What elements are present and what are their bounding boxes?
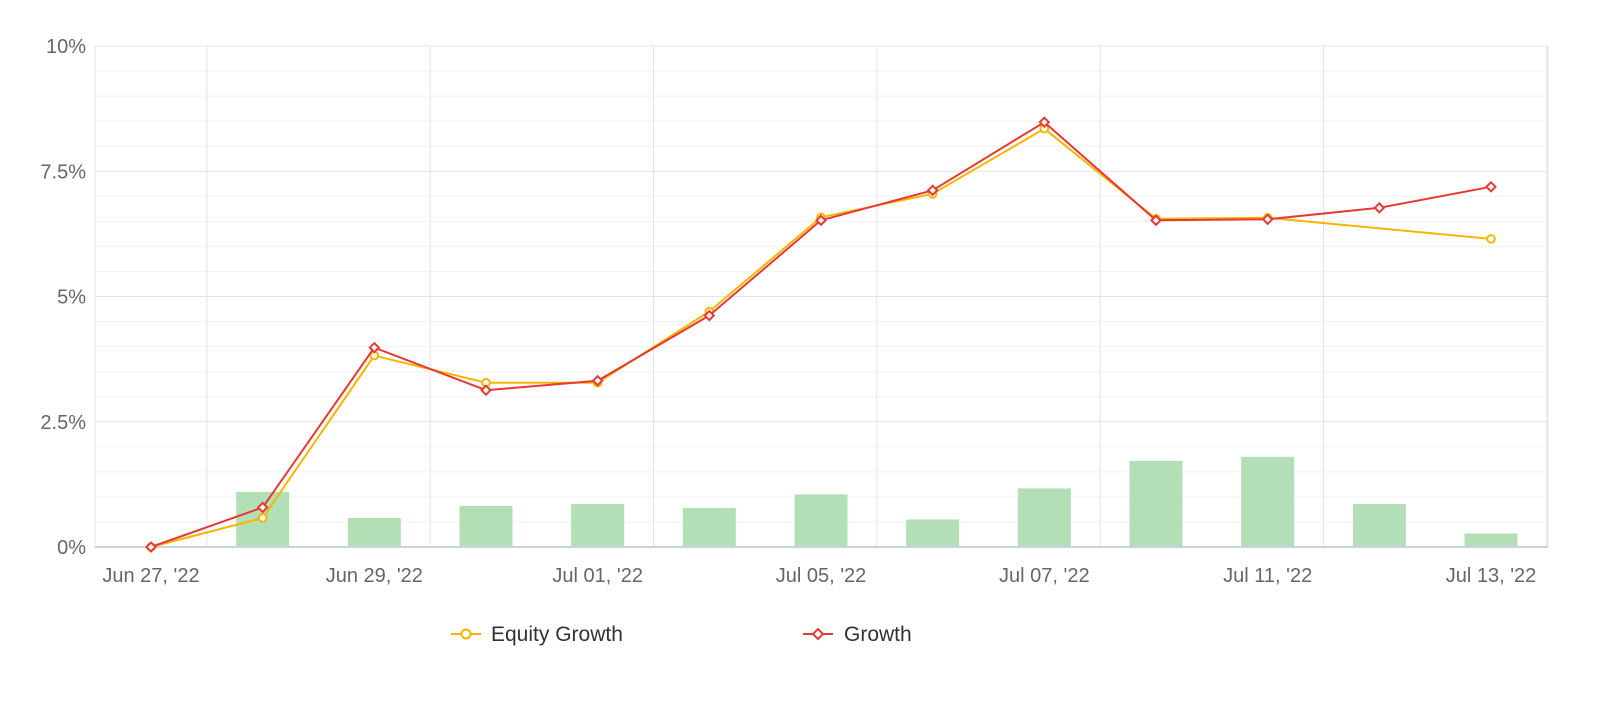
bar[interactable]	[1352, 503, 1406, 547]
bar[interactable]	[1129, 460, 1183, 547]
point-growth[interactable]	[926, 184, 939, 197]
bar[interactable]	[1241, 456, 1295, 547]
x-tick-label: Jun 27, '22	[102, 565, 199, 587]
y-tick-label: 5%	[57, 287, 86, 309]
grid-layer	[94, 45, 1549, 547]
bar-layer	[236, 456, 1518, 547]
point-growth[interactable]	[1261, 213, 1274, 226]
line-layer	[145, 116, 1497, 553]
point-growth[interactable]	[1150, 214, 1162, 227]
bar[interactable]	[571, 503, 625, 547]
x-tick-label: Jul 01, '22	[552, 565, 643, 587]
point-growth[interactable]	[368, 341, 381, 354]
x-tick-label: Jul 07, '22	[999, 565, 1090, 587]
point-growth[interactable]	[1485, 180, 1497, 193]
legend-label-growth: Growth	[844, 623, 912, 646]
bar[interactable]	[794, 494, 848, 547]
series-line-equity-growth	[150, 127, 1492, 548]
y-tick-label: 2.5%	[40, 412, 86, 434]
point-growth[interactable]	[480, 384, 492, 397]
label-layer: 0% 2.5% 5% 7.5% 10% Jun 27, '22 Jun 29, '22 Jul…	[40, 36, 1536, 587]
legend-growth-diamond-icon	[811, 627, 825, 641]
legend-item-equity-growth[interactable]: Equity Growth	[451, 623, 623, 646]
point-equity-growth[interactable]	[257, 513, 268, 523]
point-growth[interactable]	[145, 541, 157, 553]
x-tick-label: Jul 05, '22	[776, 565, 867, 587]
point-equity-growth[interactable]	[1486, 234, 1496, 244]
x-tick-label: Jun 29, '22	[326, 565, 423, 587]
legend[interactable]: Equity Growth Growth	[451, 623, 912, 646]
point-growth[interactable]	[256, 501, 269, 514]
y-tick-label: 7.5%	[40, 161, 86, 183]
point-growth[interactable]	[703, 309, 716, 322]
bar[interactable]	[906, 519, 960, 547]
bar[interactable]	[682, 507, 736, 547]
point-growth[interactable]	[815, 214, 827, 227]
bar[interactable]	[1017, 488, 1071, 547]
legend-equity-growth-circle-icon	[460, 628, 472, 640]
point-growth[interactable]	[591, 374, 604, 387]
legend-item-growth[interactable]: Growth	[803, 623, 912, 646]
legend-label-equity-growth: Equity Growth	[491, 623, 623, 646]
point-growth[interactable]	[1373, 201, 1386, 214]
x-tick-label: Jul 11, '22	[1223, 565, 1312, 587]
bar[interactable]	[459, 505, 513, 547]
bar[interactable]	[347, 517, 401, 547]
point-growth[interactable]	[1038, 116, 1051, 129]
x-tick-label: Jul 13, '22	[1446, 565, 1537, 587]
y-tick-label: 10%	[46, 36, 86, 58]
bar[interactable]	[1464, 533, 1518, 547]
y-tick-label: 0%	[57, 537, 86, 559]
